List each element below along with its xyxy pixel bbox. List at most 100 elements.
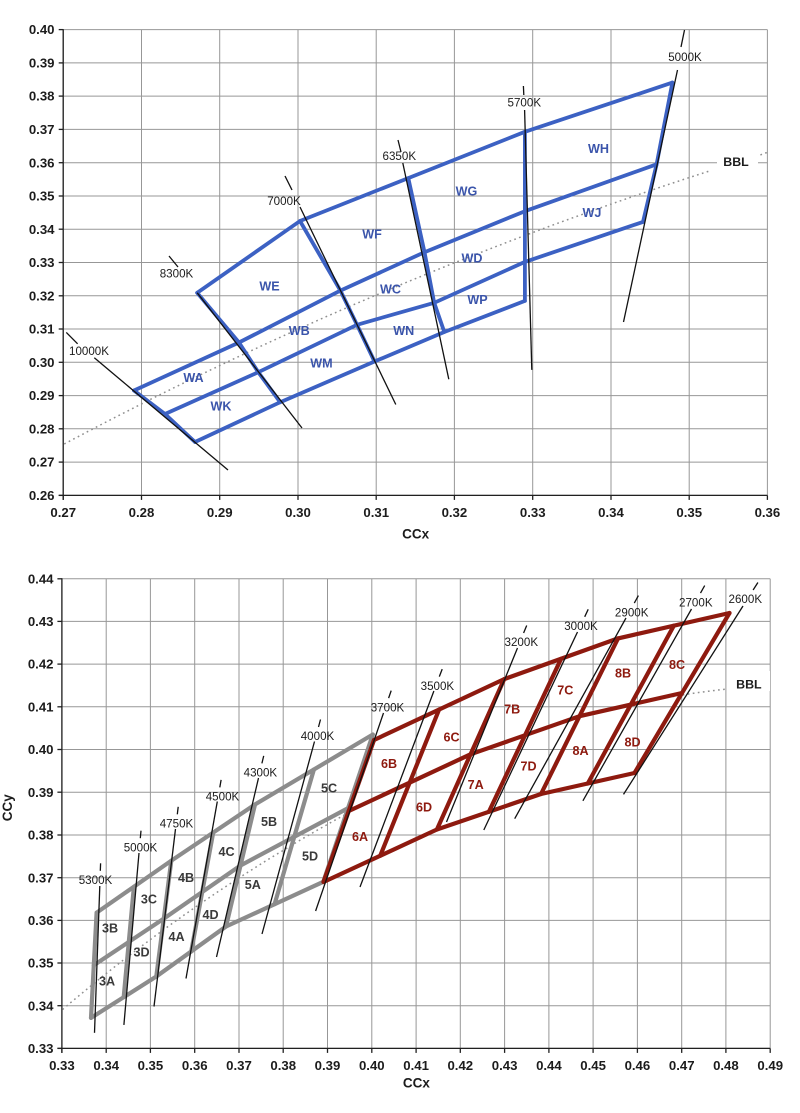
svg-text:0.33: 0.33 [28,1041,54,1056]
svg-text:8300K: 8300K [160,268,194,281]
svg-text:WG: WG [456,184,478,198]
svg-text:7B: 7B [504,703,520,717]
svg-text:7D: 7D [520,759,536,773]
svg-text:0.34: 0.34 [28,998,54,1013]
svg-text:WC: WC [380,283,401,297]
svg-text:4A: 4A [168,930,184,944]
svg-text:0.36: 0.36 [182,1058,208,1073]
svg-text:4C: 4C [218,845,234,859]
svg-text:0.43: 0.43 [492,1058,518,1073]
svg-text:6D: 6D [416,800,432,814]
svg-text:4500K: 4500K [206,791,240,804]
svg-text:0.31: 0.31 [363,505,389,520]
svg-text:0.40: 0.40 [359,1058,385,1073]
svg-text:6350K: 6350K [383,150,417,163]
svg-text:0.34: 0.34 [598,505,624,520]
svg-text:0.29: 0.29 [207,505,233,520]
svg-text:WP: WP [467,293,487,307]
svg-text:6C: 6C [443,731,459,745]
svg-text:0.40: 0.40 [28,742,54,757]
svg-text:0.36: 0.36 [28,913,54,928]
svg-text:WB: WB [289,324,310,338]
svg-text:0.35: 0.35 [676,505,702,520]
svg-text:0.30: 0.30 [285,505,311,520]
svg-text:0.36: 0.36 [755,505,781,520]
svg-text:0.35: 0.35 [138,1058,164,1073]
svg-text:0.38: 0.38 [29,89,55,104]
svg-text:0.36: 0.36 [29,155,55,170]
svg-text:4750K: 4750K [160,818,194,831]
svg-text:WE: WE [259,280,279,294]
svg-text:0.31: 0.31 [29,322,55,337]
svg-text:WN: WN [393,324,414,338]
svg-text:WF: WF [362,227,382,241]
svg-text:0.42: 0.42 [447,1058,473,1073]
svg-text:3700K: 3700K [371,701,405,714]
svg-text:0.26: 0.26 [29,488,55,503]
svg-text:0.44: 0.44 [28,571,54,586]
svg-text:0.43: 0.43 [28,614,54,629]
svg-text:0.37: 0.37 [226,1058,252,1073]
svg-text:3000K: 3000K [564,620,598,633]
svg-text:CCx: CCx [402,527,429,542]
svg-text:4B: 4B [178,871,194,885]
svg-text:7000K: 7000K [267,195,301,208]
svg-text:10000K: 10000K [69,345,109,358]
svg-text:5B: 5B [261,815,277,829]
svg-text:5A: 5A [245,878,261,892]
svg-text:5300K: 5300K [79,874,113,887]
svg-text:2900K: 2900K [615,606,649,619]
svg-text:8A: 8A [572,744,588,758]
svg-text:0.35: 0.35 [28,956,54,971]
svg-text:7A: 7A [468,778,484,792]
svg-text:0.45: 0.45 [580,1058,606,1073]
svg-text:0.37: 0.37 [28,870,54,885]
svg-text:5C: 5C [321,781,337,795]
svg-text:0.46: 0.46 [625,1058,651,1073]
svg-text:0.33: 0.33 [520,505,546,520]
svg-text:2700K: 2700K [679,596,713,609]
svg-text:0.41: 0.41 [28,699,54,714]
svg-text:3A: 3A [99,974,115,988]
svg-text:2600K: 2600K [729,593,763,606]
svg-text:0.34: 0.34 [93,1058,119,1073]
svg-text:3200K: 3200K [505,636,539,649]
svg-text:5700K: 5700K [508,97,542,110]
svg-text:0.38: 0.38 [270,1058,296,1073]
svg-text:BBL: BBL [736,678,762,692]
svg-text:3B: 3B [102,922,118,936]
svg-text:0.33: 0.33 [29,255,55,270]
svg-text:WA: WA [183,371,203,385]
svg-text:8B: 8B [615,666,631,680]
svg-text:0.30: 0.30 [29,355,55,370]
svg-text:3500K: 3500K [421,680,455,693]
svg-text:0.47: 0.47 [669,1058,695,1073]
svg-text:3C: 3C [141,892,157,906]
svg-text:0.44: 0.44 [536,1058,562,1073]
svg-text:0.33: 0.33 [49,1058,75,1073]
svg-text:0.40: 0.40 [29,22,55,37]
svg-text:CCy: CCy [0,794,15,821]
svg-text:0.32: 0.32 [442,505,468,520]
svg-text:0.39: 0.39 [28,785,54,800]
svg-text:0.28: 0.28 [129,505,155,520]
svg-text:8C: 8C [669,658,685,672]
svg-text:0.28: 0.28 [29,421,55,436]
svg-text:4300K: 4300K [244,767,278,780]
svg-text:5D: 5D [302,849,318,863]
svg-text:CCx: CCx [403,1075,430,1090]
svg-text:0.42: 0.42 [28,657,54,672]
svg-text:0.41: 0.41 [403,1058,429,1073]
svg-text:0.39: 0.39 [315,1058,341,1073]
svg-text:7C: 7C [557,683,573,697]
svg-text:4D: 4D [202,908,218,922]
svg-text:0.29: 0.29 [29,388,55,403]
svg-text:5000K: 5000K [668,51,702,64]
svg-text:WM: WM [310,357,332,371]
svg-text:0.39: 0.39 [29,56,55,71]
svg-text:5000K: 5000K [124,841,158,854]
svg-text:0.49: 0.49 [757,1058,783,1073]
svg-text:0.27: 0.27 [50,505,76,520]
svg-text:0.35: 0.35 [29,189,55,204]
svg-text:0.48: 0.48 [713,1058,739,1073]
